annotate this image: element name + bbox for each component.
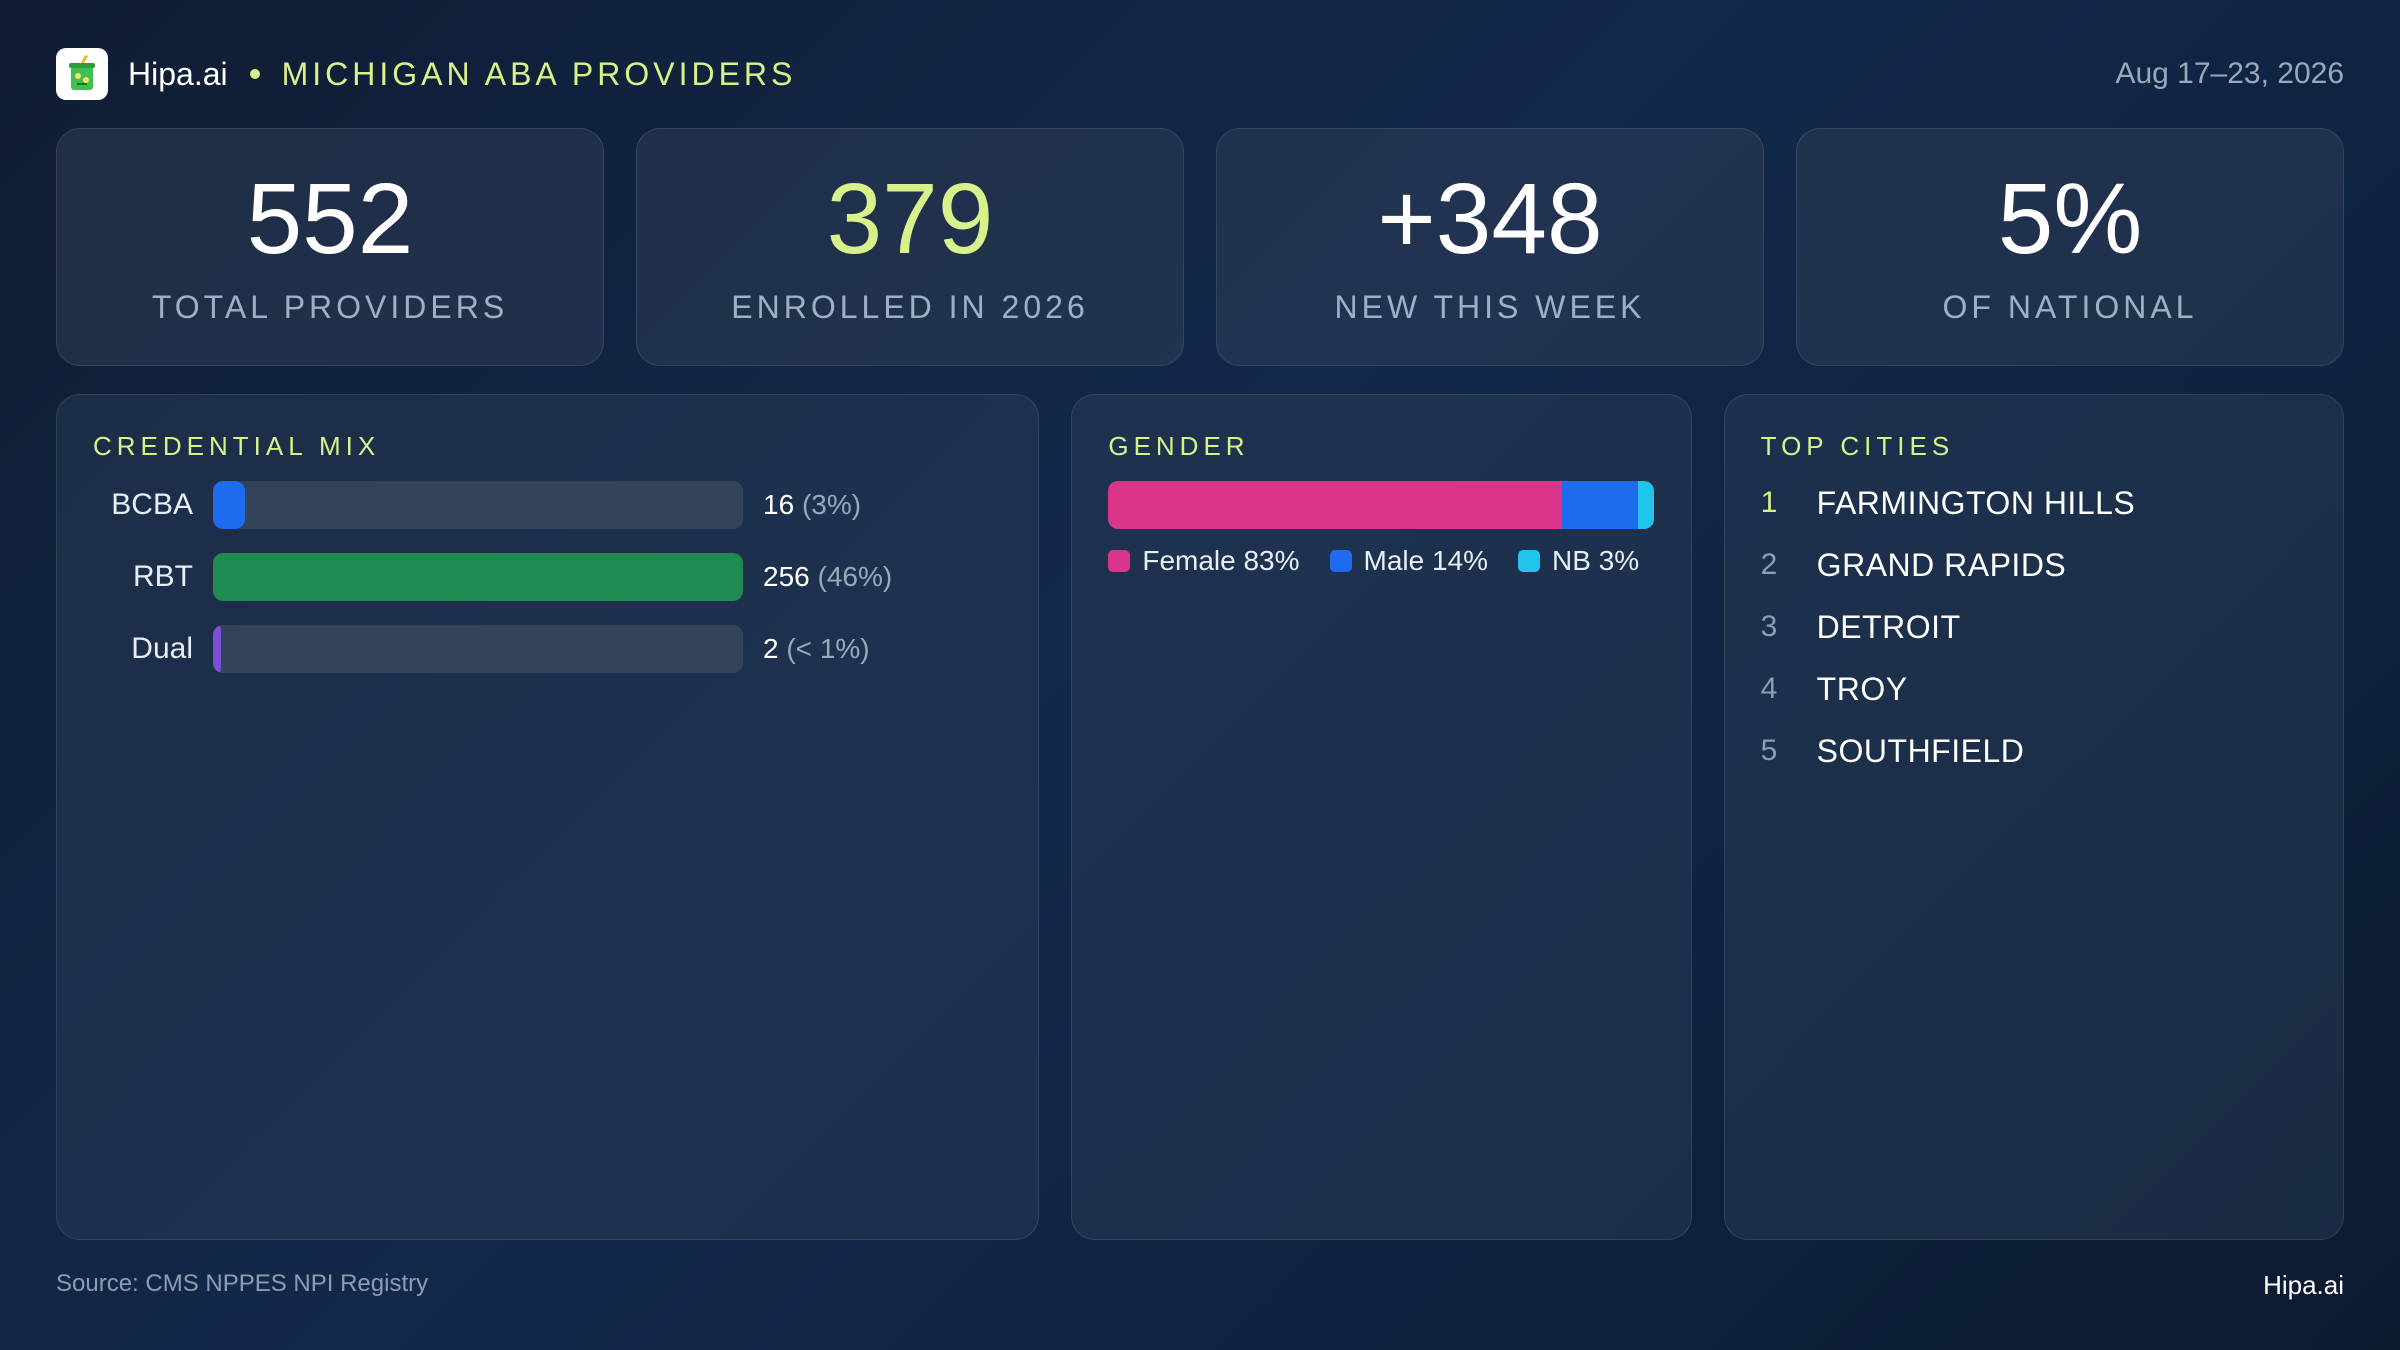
city-name: FARMINGTON HILLS xyxy=(1816,484,2136,521)
city-item: 5 SOUTHFIELD xyxy=(1761,726,2025,776)
kpi-label: ENROLLED IN 2026 xyxy=(731,288,1089,325)
credential-value: 16 (3%) xyxy=(763,481,861,529)
city-rank: 5 xyxy=(1760,734,1778,767)
gender-legend: Female 83% Male 14% NB 3% xyxy=(1108,545,1669,577)
brand-name: Hipa.ai xyxy=(128,55,228,92)
credential-row-rbt: RBT 256 (46%) xyxy=(57,553,1038,601)
city-rank: 1 xyxy=(1760,486,1778,519)
city-name: GRAND RAPIDS xyxy=(1816,546,2067,583)
kpi-label: NEW THIS WEEK xyxy=(1334,288,1646,325)
legend-item-female: Female 83% xyxy=(1108,545,1300,577)
city-item: 4 TROY xyxy=(1761,664,1908,714)
credential-bar-fill xyxy=(213,553,743,601)
city-name: TROY xyxy=(1816,670,1908,707)
gender-panel: GENDER Female 83% Male 14% NB 3% xyxy=(1071,394,1692,1240)
credential-percent: (46%) xyxy=(817,561,893,592)
panel-title: CREDENTIAL MIX xyxy=(93,431,381,461)
kpi-value: +348 xyxy=(1377,162,1603,275)
credential-count: 2 xyxy=(763,633,779,664)
city-rank: 4 xyxy=(1760,672,1778,705)
city-item: 2 GRAND RAPIDS xyxy=(1761,540,2067,590)
gender-segment-female xyxy=(1108,481,1562,529)
credential-label: RBT xyxy=(133,560,193,593)
legend-item-nb: NB 3% xyxy=(1518,545,1639,577)
kpi-card-total-providers: 552 TOTAL PROVIDERS xyxy=(56,128,604,366)
separator-dot xyxy=(249,69,260,79)
credential-bar-fill xyxy=(213,481,245,529)
kpi-label: TOTAL PROVIDERS xyxy=(151,288,509,325)
city-item: 1 FARMINGTON HILLS xyxy=(1761,478,2136,528)
kpi-row: 552 TOTAL PROVIDERS 379 ENROLLED IN 2026… xyxy=(56,128,2344,366)
gender-stacked-bar xyxy=(1108,481,1655,529)
page-title: MICHIGAN ABA PROVIDERS xyxy=(281,55,797,92)
panels-row: CREDENTIAL MIX BCBA 16 (3%) RBT 256 (46%… xyxy=(56,394,2344,1240)
kpi-value: 552 xyxy=(246,162,414,275)
credential-row-bcba: BCBA 16 (3%) xyxy=(57,481,1038,529)
kpi-value: 379 xyxy=(826,162,994,275)
credential-percent: (< 1%) xyxy=(786,633,870,664)
credential-label: BCBA xyxy=(111,488,193,521)
kpi-label: OF NATIONAL xyxy=(1942,288,2198,325)
kpi-value: 5% xyxy=(1997,162,2143,275)
date-range: Aug 17–23, 2026 xyxy=(2115,57,2344,90)
legend-item-male: Male 14% xyxy=(1329,545,1489,577)
legend-swatch xyxy=(1108,550,1131,572)
kpi-card-new-this-week: +348 NEW THIS WEEK xyxy=(1216,128,1764,366)
panel-title: TOP CITIES xyxy=(1760,431,1955,461)
legend-label: Male 14% xyxy=(1363,545,1489,576)
credential-row-dual: Dual 2 (< 1%) xyxy=(57,625,1038,673)
credential-value: 2 (< 1%) xyxy=(763,625,870,673)
top-cities-panel: TOP CITIES 1 FARMINGTON HILLS 2 GRAND RA… xyxy=(1723,394,2344,1240)
credential-percent: (3%) xyxy=(801,489,862,520)
legend-swatch xyxy=(1518,550,1541,572)
cup-icon xyxy=(56,48,108,100)
gender-segment-nb xyxy=(1637,481,1655,529)
credential-value: 256 (46%) xyxy=(763,553,892,601)
kpi-card-of-national: 5% OF NATIONAL xyxy=(1796,128,2344,366)
city-item: 3 DETROIT xyxy=(1761,602,1961,652)
city-name: SOUTHFIELD xyxy=(1816,732,2025,769)
credential-count: 16 xyxy=(763,489,795,520)
legend-swatch xyxy=(1329,550,1352,572)
city-rank: 2 xyxy=(1760,548,1778,581)
footer-source: Source: CMS NPPES NPI Registry xyxy=(56,1270,429,1297)
credential-bar-track xyxy=(213,553,743,601)
panel-title: GENDER xyxy=(1108,431,1250,461)
gender-segment-male xyxy=(1561,481,1638,529)
header: Hipa.ai MICHIGAN ABA PROVIDERS Aug 17–23… xyxy=(56,48,2344,100)
footer-brand: Hipa.ai xyxy=(2263,1270,2344,1300)
credential-bar-track xyxy=(213,625,743,673)
credential-bar-track xyxy=(213,481,743,529)
legend-label: Female 83% xyxy=(1142,545,1300,576)
credential-bar-fill xyxy=(213,625,221,673)
city-name: DETROIT xyxy=(1816,608,1961,645)
legend-label: NB 3% xyxy=(1552,545,1640,576)
kpi-card-enrolled: 379 ENROLLED IN 2026 xyxy=(636,128,1184,366)
city-rank: 3 xyxy=(1760,610,1778,643)
credential-mix-panel: CREDENTIAL MIX BCBA 16 (3%) RBT 256 (46%… xyxy=(56,394,1040,1240)
credential-count: 256 xyxy=(763,561,810,592)
credential-label: Dual xyxy=(131,632,193,665)
